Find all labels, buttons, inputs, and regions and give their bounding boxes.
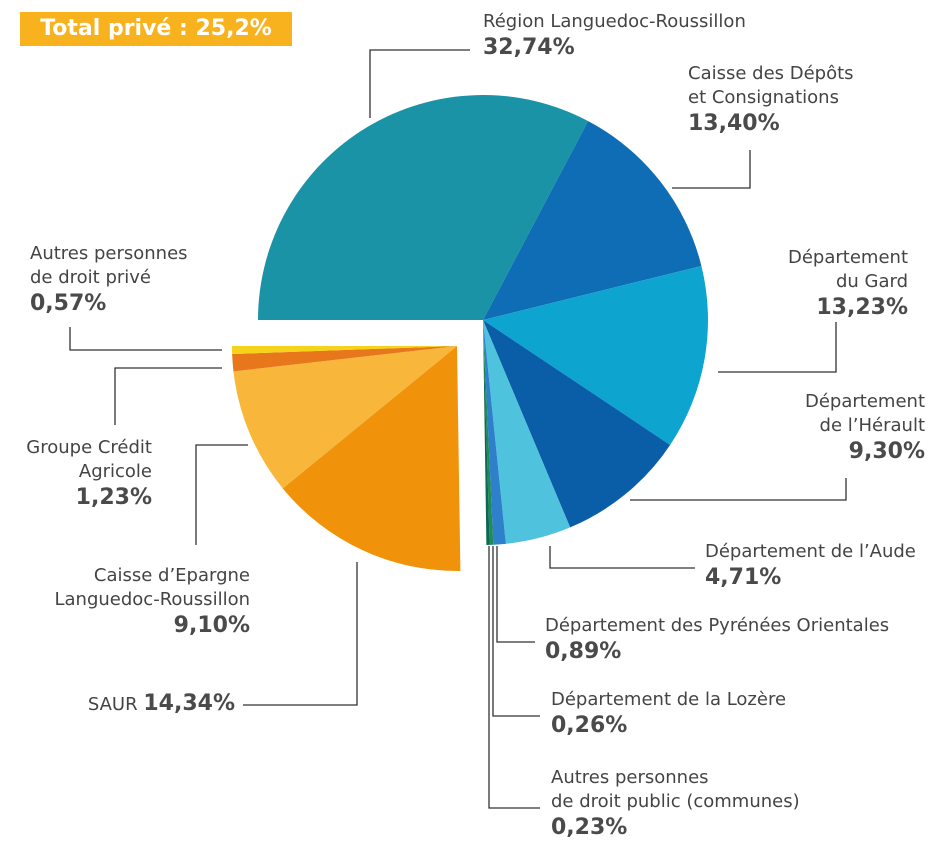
value-label: 1,23%	[75, 485, 152, 510]
value-label: 4,71%	[705, 565, 782, 590]
leader-line	[195, 444, 248, 545]
value-label: 13,23%	[816, 295, 908, 320]
annotation: Total privé : 25,2%	[20, 12, 292, 46]
value-label: 0,57%	[30, 291, 107, 316]
slice-label: Département des Pyrénées Orientales 0,89%	[545, 614, 889, 666]
slice-label: Département de l’Aude 4,71%	[705, 540, 916, 592]
value-label: 32,74%	[483, 35, 575, 60]
category-label: Groupe Crédit Agricole	[26, 437, 152, 482]
leader-lines	[69, 49, 847, 809]
slice-label: Région Languedoc-Roussillon 32,74%	[483, 10, 746, 62]
value-label: 9,10%	[173, 613, 250, 638]
category-label: Département de l’Aude	[705, 541, 916, 562]
value-label: 13,40%	[688, 111, 780, 136]
pie-slice	[232, 346, 457, 355]
value-label: 0,26%	[551, 713, 628, 738]
value-label: 0,89%	[545, 639, 622, 664]
pie-slice	[483, 320, 494, 545]
pie-slice	[483, 320, 571, 544]
category-label: Département de l’Hérault	[805, 391, 925, 436]
pie-slice	[483, 320, 506, 545]
pie-slice	[233, 346, 457, 489]
category-label: Département du Gard	[788, 247, 908, 292]
pie-slice	[232, 346, 457, 372]
slice-label: Département du Gard 13,23%	[788, 246, 908, 322]
pie-slice	[483, 265, 708, 445]
pie-slice	[483, 320, 490, 545]
category-label: Département des Pyrénées Orientales	[545, 615, 890, 636]
category-label: SAUR	[87, 694, 138, 715]
category-label: Caisse d’Epargne Languedoc-Roussillon	[54, 565, 250, 610]
value-label: 14,34%	[143, 691, 235, 716]
slice-label: Département de la Lozère 0,26%	[551, 688, 786, 740]
leader-line	[549, 546, 695, 569]
pie-slice	[483, 320, 671, 528]
leader-line	[369, 49, 470, 118]
leader-line	[69, 327, 222, 351]
leader-line	[492, 546, 540, 717]
leader-line	[488, 546, 540, 809]
category-label: Région Languedoc-Roussillon	[483, 11, 746, 32]
category-label: Département de la Lozère	[551, 689, 787, 710]
slice-label: Autres personnes de droit privé 0,57%	[30, 242, 188, 318]
slice-label: Autres personnes de droit public (commun…	[551, 766, 800, 842]
leader-line	[243, 562, 358, 706]
slice-label: Département de l’Hérault 9,30%	[805, 390, 925, 466]
category-label: Caisse des Dépôts et Consignations	[688, 63, 854, 108]
pie-slice	[483, 121, 702, 320]
leader-line	[630, 478, 847, 501]
slice-label: Groupe Crédit Agricole 1,23%	[26, 436, 152, 512]
slice-label: Caisse d’Epargne Languedoc-Roussillon 9,1…	[54, 564, 250, 640]
slice-label: Caisse des Dépôts et Consignations 13,40%	[688, 62, 854, 138]
leader-line	[114, 367, 222, 425]
pie-slice	[282, 346, 461, 571]
pie-slice	[258, 94, 589, 320]
leader-line	[718, 322, 837, 373]
slice-label: SAUR 14,34%	[88, 690, 235, 718]
leader-line	[672, 150, 751, 189]
value-label: 9,30%	[848, 439, 925, 464]
category-label: Autres personnes de droit privé	[30, 243, 188, 288]
leader-line	[496, 546, 535, 643]
pie	[232, 94, 708, 571]
value-label: 0,23%	[551, 815, 628, 840]
category-label: Autres personnes de droit public (commun…	[551, 767, 800, 812]
